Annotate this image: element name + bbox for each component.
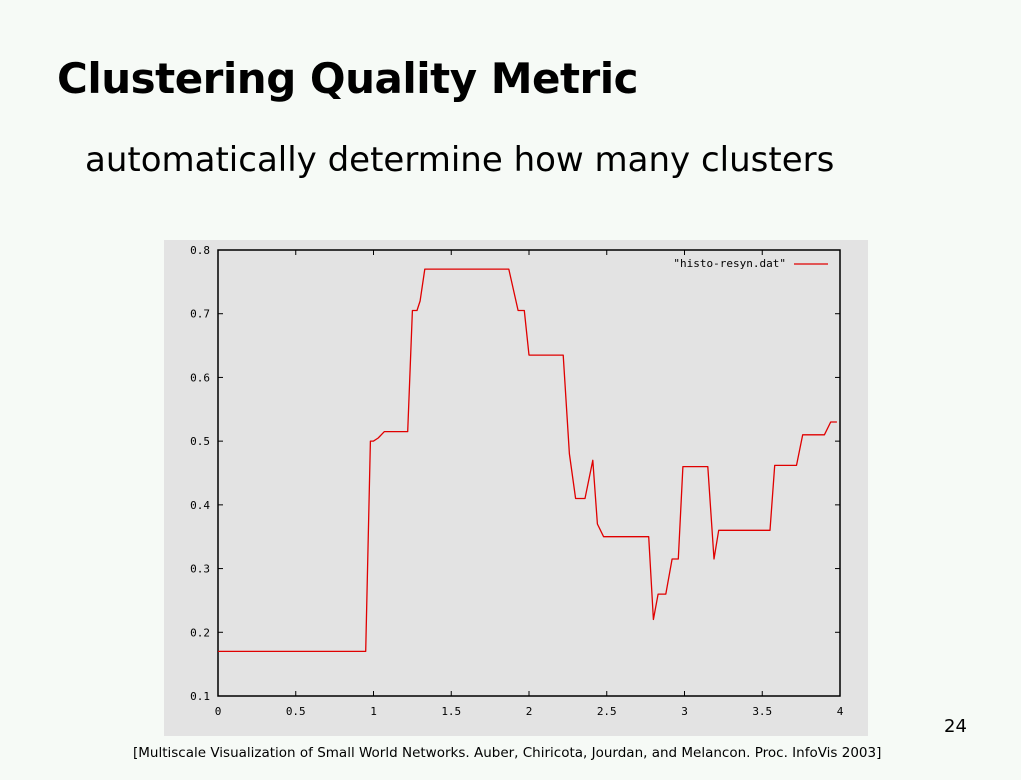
- x-tick-label: 0: [215, 705, 222, 718]
- slide-title: Clustering Quality Metric: [57, 54, 639, 103]
- y-tick-label: 0.3: [190, 563, 210, 576]
- x-tick-label: 2.5: [597, 705, 617, 718]
- series-line: [218, 268, 837, 653]
- page-number: 24: [944, 716, 967, 737]
- legend-label: "histo-resyn.dat": [673, 257, 786, 270]
- series-layer: [218, 268, 837, 653]
- line-chart: 0 0.5 1 1.5 2 2.5 3 3.5 4 0.1 0.2 0.3 0.4 0.5 0.6 0.7 0.…: [190, 244, 844, 718]
- x-tick-label: 1: [370, 705, 377, 718]
- x-tick-label: 3.5: [752, 705, 772, 718]
- slide-subtitle: automatically determine how many cluster…: [85, 140, 835, 180]
- x-tick-label: 2: [526, 705, 533, 718]
- x-tick-label: 3: [681, 705, 688, 718]
- citation: [Multiscale Visualization of Small World…: [133, 745, 882, 761]
- y-tick-label: 0.1: [190, 690, 210, 703]
- y-tick-label: 0.8: [190, 244, 210, 257]
- x-tick-label: 4: [837, 705, 844, 718]
- y-tick-label: 0.2: [190, 626, 210, 639]
- y-tick-label: 0.4: [190, 499, 210, 512]
- y-tick-label: 0.5: [190, 435, 210, 448]
- y-tick-label: 0.6: [190, 371, 210, 384]
- x-tick-label: 1.5: [441, 705, 461, 718]
- y-tick-label: 0.7: [190, 308, 210, 321]
- legend: "histo-resyn.dat": [673, 257, 828, 270]
- axis-tick-labels: 0 0.5 1 1.5 2 2.5 3 3.5 4 0.1 0.2 0.3 0.4 0.5 0.6 0.7 0.…: [190, 244, 844, 718]
- plot-area: [217, 249, 841, 697]
- x-tick-label: 0.5: [286, 705, 306, 718]
- axis-ticks: [217, 249, 841, 697]
- chart-container: 0 0.5 1 1.5 2 2.5 3 3.5 4 0.1 0.2 0.3 0.4 0.5 0.6 0.7 0.…: [164, 240, 868, 736]
